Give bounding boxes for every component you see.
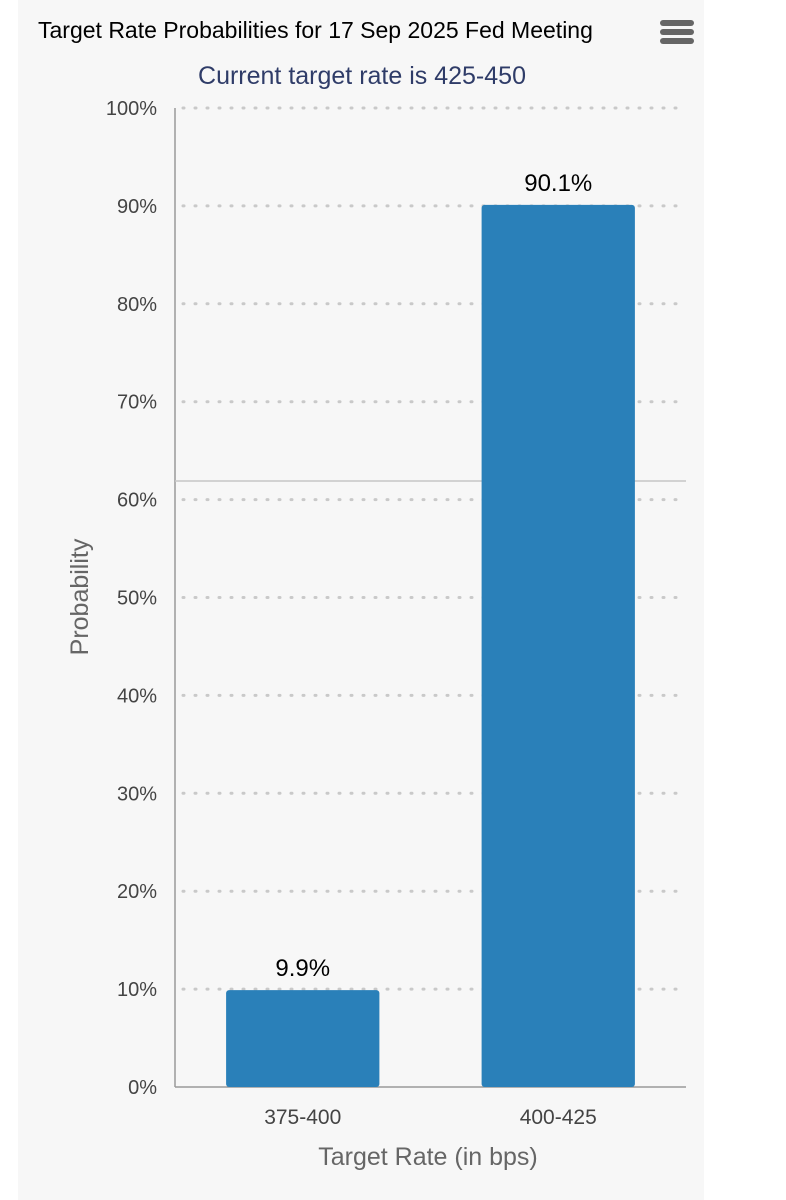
bars: 9.9% 90.1%: [226, 170, 635, 1087]
chart-subtitle: Current target rate is 425-450: [198, 62, 526, 90]
hamburger-menu-icon[interactable]: [654, 12, 700, 52]
menu-bar-top: [660, 20, 694, 26]
menu-bar-middle: [660, 29, 694, 35]
menu-bar-bottom: [660, 38, 694, 44]
y-axis-title: Probability: [66, 538, 94, 655]
chart-title: Target Rate Probabilities for 17 Sep 202…: [38, 17, 593, 43]
x-tick-label-400-425: 400-425: [520, 1106, 597, 1129]
x-tick-label-375-400: 375-400: [264, 1106, 341, 1129]
y-tick-label: 90%: [117, 196, 157, 218]
y-axis-ticks: 0% 10% 20% 30% 40% 50% 60% 70% 80% 90% 100%: [106, 98, 157, 1099]
y-tick-label: 10%: [117, 979, 157, 1001]
y-tick-label: 80%: [117, 294, 157, 316]
x-axis-title: Target Rate (in bps): [318, 1143, 538, 1171]
bar-375-400[interactable]: [226, 990, 380, 1087]
y-tick-label: 20%: [117, 881, 157, 903]
data-label-375-400: 9.9%: [275, 955, 330, 982]
y-tick-label: 40%: [117, 685, 157, 707]
y-tick-label: 100%: [106, 98, 157, 120]
y-tick-label: 0%: [128, 1077, 157, 1099]
bar-400-425[interactable]: [481, 204, 635, 1087]
x-axis-ticks: 375-400 400-425: [264, 1106, 597, 1129]
chart-panel: Target Rate Probabilities for 17 Sep 202…: [18, 0, 704, 1200]
y-tick-label: 50%: [117, 588, 157, 610]
y-tick-label: 30%: [117, 783, 157, 805]
y-tick-label: 60%: [117, 490, 157, 512]
data-label-400-425: 90.1%: [524, 170, 592, 197]
chart-svg: Current target rate is 425-450 0% 10% 20% 3…: [66, 62, 688, 1171]
y-tick-label: 70%: [117, 392, 157, 414]
